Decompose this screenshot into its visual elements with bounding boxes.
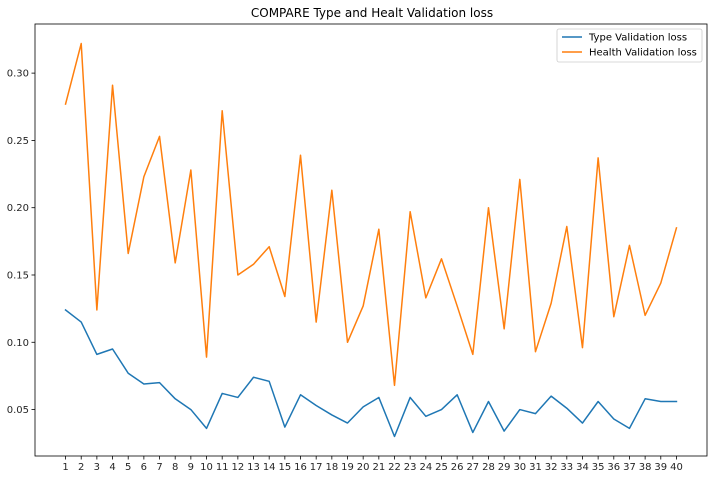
y-tick-label: 0.15 [7, 270, 29, 281]
x-tick-label: 29 [498, 462, 511, 473]
x-tick-label: 24 [419, 462, 432, 473]
legend-box [556, 28, 703, 63]
x-tick-label: 22 [388, 462, 401, 473]
x-tick-label: 3 [94, 462, 100, 473]
x-tick-label: 11 [216, 462, 229, 473]
x-tick-label: 39 [654, 462, 667, 473]
y-tick-label: 0.30 [7, 69, 29, 80]
x-tick-label: 34 [576, 462, 589, 473]
x-tick-label: 17 [310, 462, 323, 473]
x-tick-label: 13 [247, 462, 260, 473]
x-tick-label: 18 [325, 462, 338, 473]
axes: 1 2 3 4 5 6 7 8 9 10 11 12 13 14 15 16 17 18 19 20 21 22 23 24 2… [7, 23, 708, 473]
x-tick-label: 26 [451, 462, 464, 473]
x-tick-label: 1 [62, 462, 68, 473]
x-tick-label: 40 [670, 462, 683, 473]
x-tick-label: 6 [141, 462, 147, 473]
chart-title: COMPARE Type and Healt Validation loss [251, 6, 493, 20]
y-tick-label: 0.10 [7, 338, 29, 349]
x-tick-label: 2 [78, 462, 84, 473]
x-tick-label: 5 [125, 462, 131, 473]
series-line-1 [64, 308, 678, 438]
x-tick-label: 15 [278, 462, 291, 473]
x-tick-label: 38 [639, 462, 652, 473]
legend-label-2: Health Validation loss [589, 48, 697, 59]
x-tick-label: 33 [560, 462, 573, 473]
plot-area [64, 42, 678, 438]
axes-frame [34, 23, 708, 457]
x-tick-label: 8 [172, 462, 178, 473]
x-tick-label: 4 [109, 462, 115, 473]
x-tick-label: 36 [607, 462, 620, 473]
x-tick-label: 9 [188, 462, 194, 473]
legend-label-1: Type Validation loss [588, 33, 687, 44]
x-tick-label: 21 [372, 462, 385, 473]
x-tick-label: 31 [529, 462, 542, 473]
x-tick-label: 37 [623, 462, 636, 473]
x-tick-label: 19 [341, 462, 354, 473]
x-tick-label: 28 [482, 462, 495, 473]
x-tick-label: 7 [156, 462, 162, 473]
x-tick-label: 30 [513, 462, 526, 473]
x-tick-label: 35 [592, 462, 605, 473]
series-line-2 [64, 42, 678, 387]
x-tick-label: 23 [404, 462, 417, 473]
y-tick-label: 0.05 [7, 405, 29, 416]
legend: Type Validation loss Health Validation lo… [556, 28, 703, 63]
x-tick-label: 12 [231, 462, 244, 473]
x-tick-label: 16 [294, 462, 307, 473]
x-tick-label: 14 [263, 462, 276, 473]
y-tick-label: 0.25 [7, 136, 29, 147]
y-tick-label: 0.20 [7, 203, 29, 214]
x-tick-label: 25 [435, 462, 448, 473]
x-tick-label: 27 [466, 462, 479, 473]
x-tick-label: 10 [200, 462, 213, 473]
x-tick-label: 20 [357, 462, 370, 473]
x-tick-label: 32 [545, 462, 558, 473]
